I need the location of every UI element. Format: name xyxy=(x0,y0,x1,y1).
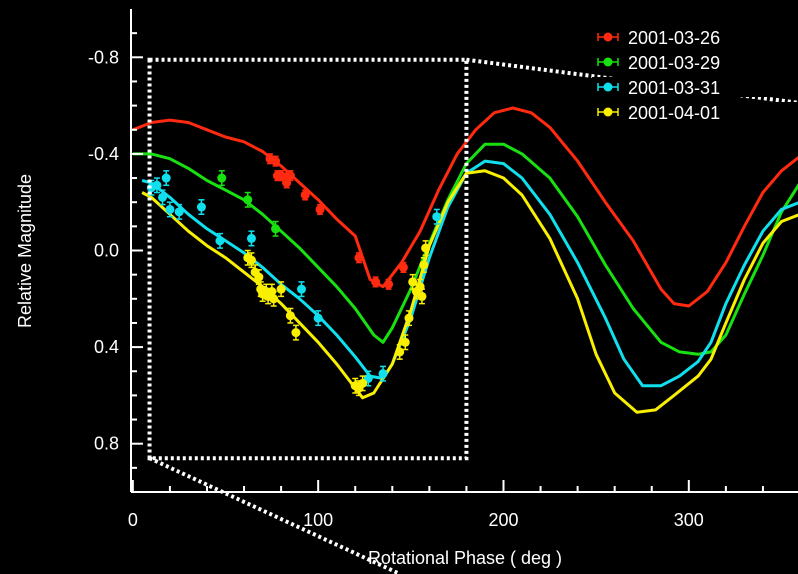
legend-label: 2001-04-01 xyxy=(628,103,720,123)
data-point xyxy=(419,260,429,270)
data-point xyxy=(432,212,442,222)
data-point xyxy=(254,272,264,282)
y-tick-label: 0.0 xyxy=(94,241,119,261)
series-points-2001-03-26 xyxy=(265,153,408,290)
data-point xyxy=(421,243,431,253)
data-point xyxy=(215,236,225,246)
data-point xyxy=(246,233,256,243)
zoom-rectangle xyxy=(147,57,469,461)
x-tick-label: 200 xyxy=(488,510,518,530)
y-axis-title: Relative Magnitude xyxy=(15,174,35,328)
data-point xyxy=(271,156,281,166)
legend-marker xyxy=(603,32,613,42)
series-points-2001-03-31 xyxy=(146,170,442,387)
data-point xyxy=(196,202,206,212)
data-point xyxy=(161,173,171,183)
data-point xyxy=(417,291,427,301)
legend-item-bg xyxy=(592,102,798,122)
legend-item-2001-03-31: 2001-03-31 xyxy=(592,77,798,98)
data-point xyxy=(291,328,301,338)
legend-item-bg xyxy=(592,77,798,97)
data-point xyxy=(276,284,286,294)
data-point xyxy=(296,284,306,294)
legend-item-bg xyxy=(592,27,798,47)
legend-label: 2001-03-26 xyxy=(628,28,720,48)
data-point xyxy=(398,262,408,272)
y-tick-label: 0.8 xyxy=(94,434,119,454)
data-point xyxy=(315,204,325,214)
model-curve-2001-03-26 xyxy=(132,106,798,308)
x-axis-title: Rotational Phase ( deg ) xyxy=(368,548,562,568)
y-tick-label: 0.4 xyxy=(94,337,119,357)
model-curve-2001-03-31 xyxy=(141,159,798,388)
data-point xyxy=(300,190,310,200)
legend-item-2001-03-26: 2001-03-26 xyxy=(592,27,798,48)
data-point xyxy=(371,277,381,287)
data-point xyxy=(246,255,256,265)
legend-marker xyxy=(603,57,613,67)
data-point xyxy=(285,311,295,321)
data-point xyxy=(243,195,253,205)
y-tick-label: -0.8 xyxy=(88,47,119,67)
series-points-2001-04-01 xyxy=(243,240,431,397)
data-point xyxy=(400,337,410,347)
series-points-2001-03-29 xyxy=(217,170,281,237)
data-point xyxy=(174,207,184,217)
legend-marker xyxy=(603,107,613,117)
x-tick-label: 100 xyxy=(303,510,333,530)
data-point xyxy=(313,313,323,323)
data-point xyxy=(165,204,175,214)
legend-item-2001-03-29: 2001-03-29 xyxy=(592,52,798,73)
y-tick-label: -0.4 xyxy=(88,144,119,164)
data-point xyxy=(378,369,388,379)
legend: 2001-03-26 2001-03-29 2001-03-31 2001-04-01 xyxy=(592,27,798,123)
data-point xyxy=(404,313,414,323)
legend-item-2001-04-01: 2001-04-01 xyxy=(592,102,798,123)
data-point xyxy=(271,224,281,234)
data-point xyxy=(384,279,394,289)
legend-label: 2001-03-31 xyxy=(628,78,720,98)
legend-label: 2001-03-29 xyxy=(628,53,720,73)
zoom-box xyxy=(147,57,798,574)
zoom-leader-bottom xyxy=(148,456,401,574)
axes: 0 100 200 300 -0.8 -0.4 0.0 0.4 0.8 xyxy=(88,9,798,530)
data-point xyxy=(395,347,405,357)
legend-item-bg xyxy=(592,52,798,72)
x-tick-label: 300 xyxy=(674,510,704,530)
data-points xyxy=(146,153,442,397)
model-curves xyxy=(132,106,798,414)
data-point xyxy=(152,180,162,190)
plot-area xyxy=(132,106,798,414)
data-point xyxy=(358,378,368,388)
x-tick-label: 0 xyxy=(128,510,138,530)
model-curve-2001-04-01 xyxy=(141,169,798,414)
data-point xyxy=(158,192,168,202)
data-point xyxy=(217,173,227,183)
legend-marker xyxy=(603,82,613,92)
data-point xyxy=(354,253,364,263)
data-point xyxy=(269,294,279,304)
data-point xyxy=(285,171,295,181)
